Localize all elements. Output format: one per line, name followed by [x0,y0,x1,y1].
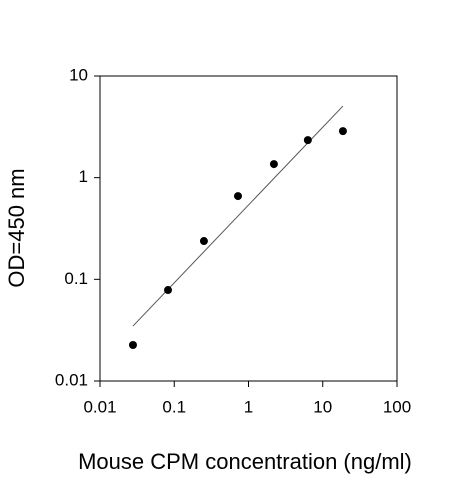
data-point [233,192,242,201]
y-axis-title: OD=450 nm [4,168,29,287]
y-tick-label: 0.1 [64,269,88,288]
x-tick-label: 10 [313,397,332,416]
x-axis-title: Mouse CPM concentration (ng/ml) [78,449,412,474]
data-point [199,237,208,246]
data-point [269,160,278,169]
data-point [303,136,312,145]
data-point [128,340,137,349]
plot-frame [99,75,398,382]
data-point [164,286,173,295]
x-tick-label: 0.01 [83,397,116,416]
data-point [338,127,347,136]
x-tick-label: 1 [244,397,253,416]
y-tick-label: 1 [79,167,88,186]
y-tick-label: 10 [69,65,88,84]
x-tick-label: 0.1 [162,397,186,416]
y-tick-label: 0.01 [55,370,88,389]
x-tick-label: 100 [383,397,411,416]
